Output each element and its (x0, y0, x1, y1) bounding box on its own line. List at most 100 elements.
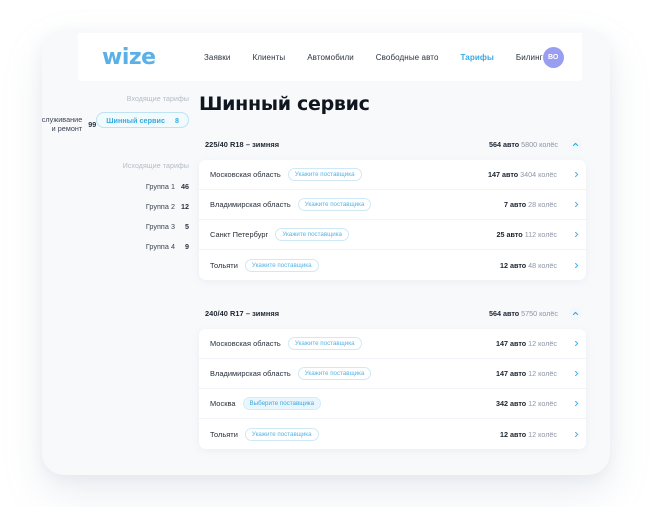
chevron-right-icon[interactable] (570, 171, 582, 178)
row-stats: 12 авто 12 колёс (500, 430, 557, 439)
sidebar-item-count: 46 (181, 182, 189, 191)
tariff-group-list: 225/40 R18 – зимняя 564 авто 5800 колёс Мо… (199, 133, 586, 449)
table-row[interactable]: Владимирская область Укажите поставщика 7 … (199, 190, 586, 220)
nav-item-6[interactable]: Билинг (515, 52, 543, 62)
row-cars: 147 авто (496, 339, 527, 348)
row-stats: 7 авто 28 колёс (504, 200, 557, 209)
nav-item-2[interactable]: Клиенты (252, 52, 286, 62)
sidebar-group-1: Входящие тарифы Шинный сервис 8 Обслуживани… (42, 96, 189, 141)
row-cars: 12 авто (500, 260, 527, 270)
nav-item-1[interactable]: Заявки (204, 52, 231, 62)
row-stats: 147 авто 12 колёс (496, 369, 557, 378)
row-stats: 25 авто 112 колёс (497, 230, 557, 239)
chevron-right-icon[interactable] (570, 340, 582, 347)
sidebar-item-1-1[interactable]: Шинный сервис 8 (96, 112, 189, 128)
table-row[interactable]: Московская область Укажите поставщика 147 … (199, 160, 586, 190)
row-wheels: 12 колёс (528, 399, 557, 408)
sidebar-item-2-2[interactable]: Группа 2 12 (42, 199, 189, 214)
tariff-group-wheels: 5800 колёс (521, 139, 558, 149)
sidebar-item-count: 99 (88, 119, 97, 129)
row-cars: 147 авто (496, 369, 527, 378)
sidebar-item-count: 12 (181, 202, 189, 211)
region-name: Московская область (210, 170, 281, 179)
sidebar-group-title: Входящие тарифы (126, 96, 189, 103)
chevron-right-icon[interactable] (570, 370, 582, 377)
sidebar: Входящие тарифы Шинный сервис 8 Обслуживани… (42, 81, 199, 475)
chevron-up-icon[interactable] (569, 306, 582, 320)
sidebar-item-label: Обслуживание и ремонт (42, 115, 83, 133)
sidebar-item-count: 5 (185, 222, 189, 231)
tariff-group-header[interactable]: 225/40 R18 – зимняя 564 авто 5800 колёс (199, 133, 586, 155)
row-cars: 342 авто (496, 399, 527, 408)
sidebar-item-1-2[interactable]: Обслуживание и ремонт 99 (42, 112, 96, 136)
region-name: Москва (210, 399, 236, 408)
nav-item-4[interactable]: Свободные авто (375, 52, 439, 62)
tariff-group: 225/40 R18 – зимняя 564 авто 5800 колёс Мо… (199, 133, 586, 280)
table-row[interactable]: Тольяти Укажите поставщика 12 авто 48 колё… (199, 250, 586, 280)
region-name: Владимирская область (210, 200, 291, 209)
table-row[interactable]: Тольяти Укажите поставщика 12 авто 12 колё… (199, 419, 586, 449)
region-rows-card: Московская область Укажите поставщика 147 … (199, 160, 586, 280)
sidebar-item-2-3[interactable]: Группа 3 5 (42, 219, 189, 234)
region-name: Тольяти (210, 260, 238, 270)
sidebar-item-label: Группа 4 (145, 242, 175, 251)
chevron-up-icon[interactable] (569, 137, 582, 151)
row-wheels: 112 колёс (524, 230, 557, 239)
brand-logo[interactable]: wize (102, 44, 156, 70)
row-wheels: 12 колёс (528, 339, 557, 348)
table-row[interactable]: Москва Выберите поставщика 342 авто 12 кол… (199, 389, 586, 419)
sidebar-group-title: Исходящие тарифы (122, 163, 189, 170)
row-stats: 342 авто 12 колёс (496, 399, 557, 408)
supplier-chip[interactable]: Укажите поставщика (275, 228, 349, 241)
sidebar-item-label: Шинный сервис (106, 115, 165, 125)
sidebar-group-2: Исходящие тарифы Группа 1 46 Группа 2 12 Груп… (42, 163, 189, 254)
supplier-chip[interactable]: Укажите поставщика (244, 427, 319, 441)
sidebar-item-2-4[interactable]: Группа 4 9 (42, 239, 189, 254)
tariff-group-cars: 564 авто (489, 139, 520, 149)
sidebar-item-2-1[interactable]: Группа 1 46 (42, 179, 189, 194)
supplier-chip[interactable]: Укажите поставщика (244, 258, 319, 272)
supplier-chip[interactable]: Укажите поставщика (297, 367, 372, 380)
sidebar-item-count: 9 (185, 242, 189, 251)
top-navigation-bar: wize Заявки Клиенты Автомобили Свободные ав… (78, 33, 582, 81)
tariff-group-stats: 564 авто 5800 колёс (489, 140, 558, 149)
chevron-right-icon[interactable] (570, 231, 582, 238)
row-stats: 147 авто 12 колёс (496, 339, 557, 348)
chevron-right-icon[interactable] (570, 201, 582, 208)
row-wheels: 48 колёс (528, 260, 557, 270)
table-row[interactable]: Владимирская область Укажите поставщика 14… (199, 359, 586, 389)
avatar[interactable]: ВО (542, 46, 564, 68)
sidebar-item-label: Группа 2 (145, 202, 175, 211)
row-wheels: 12 колёс (528, 429, 557, 439)
tariff-group-cars: 564 авто (489, 308, 520, 318)
row-cars: 7 авто (504, 200, 527, 209)
supplier-chip[interactable]: Укажите поставщика (287, 168, 362, 181)
main-content: Шинный сервис 225/40 R18 – зимняя 564 авт… (199, 81, 610, 475)
row-cars: 25 авто (496, 230, 523, 239)
chevron-right-icon[interactable] (570, 262, 582, 269)
tariff-group-header[interactable]: 240/40 R17 – зимняя 564 авто 5750 колёс (199, 302, 586, 324)
supplier-chip[interactable]: Укажите поставщика (287, 337, 362, 350)
chevron-right-icon[interactable] (570, 431, 582, 438)
row-stats: 147 авто 3404 колёс (488, 170, 557, 179)
supplier-chip[interactable]: Укажите поставщика (297, 198, 372, 211)
row-cars: 147 авто (488, 170, 519, 179)
app-window: wize Заявки Клиенты Автомобили Свободные ав… (42, 30, 610, 475)
region-name: Санкт Петербург (210, 230, 269, 239)
region-name: Тольяти (210, 429, 238, 439)
nav-item-5[interactable]: Тарифы (460, 52, 494, 62)
supplier-chip[interactable]: Выберите поставщика (242, 397, 322, 410)
region-name: Московская область (210, 339, 281, 348)
region-rows-card: Московская область Укажите поставщика 147 … (199, 329, 586, 449)
sidebar-item-label: Группа 1 (145, 182, 175, 191)
sidebar-item-count: 8 (175, 115, 179, 125)
tariff-group-title: 240/40 R17 – зимняя (205, 308, 280, 318)
main-nav: Заявки Клиенты Автомобили Свободные авто Тар… (204, 53, 543, 62)
table-row[interactable]: Московская область Укажите поставщика 147 … (199, 329, 586, 359)
tariff-group: 240/40 R17 – зимняя 564 авто 5750 колёс Мо… (199, 302, 586, 449)
chevron-right-icon[interactable] (570, 400, 582, 407)
row-cars: 12 авто (500, 429, 527, 439)
nav-item-3[interactable]: Автомобили (307, 52, 354, 62)
table-row[interactable]: Санкт Петербург Укажите поставщика 25 авто… (199, 220, 586, 250)
